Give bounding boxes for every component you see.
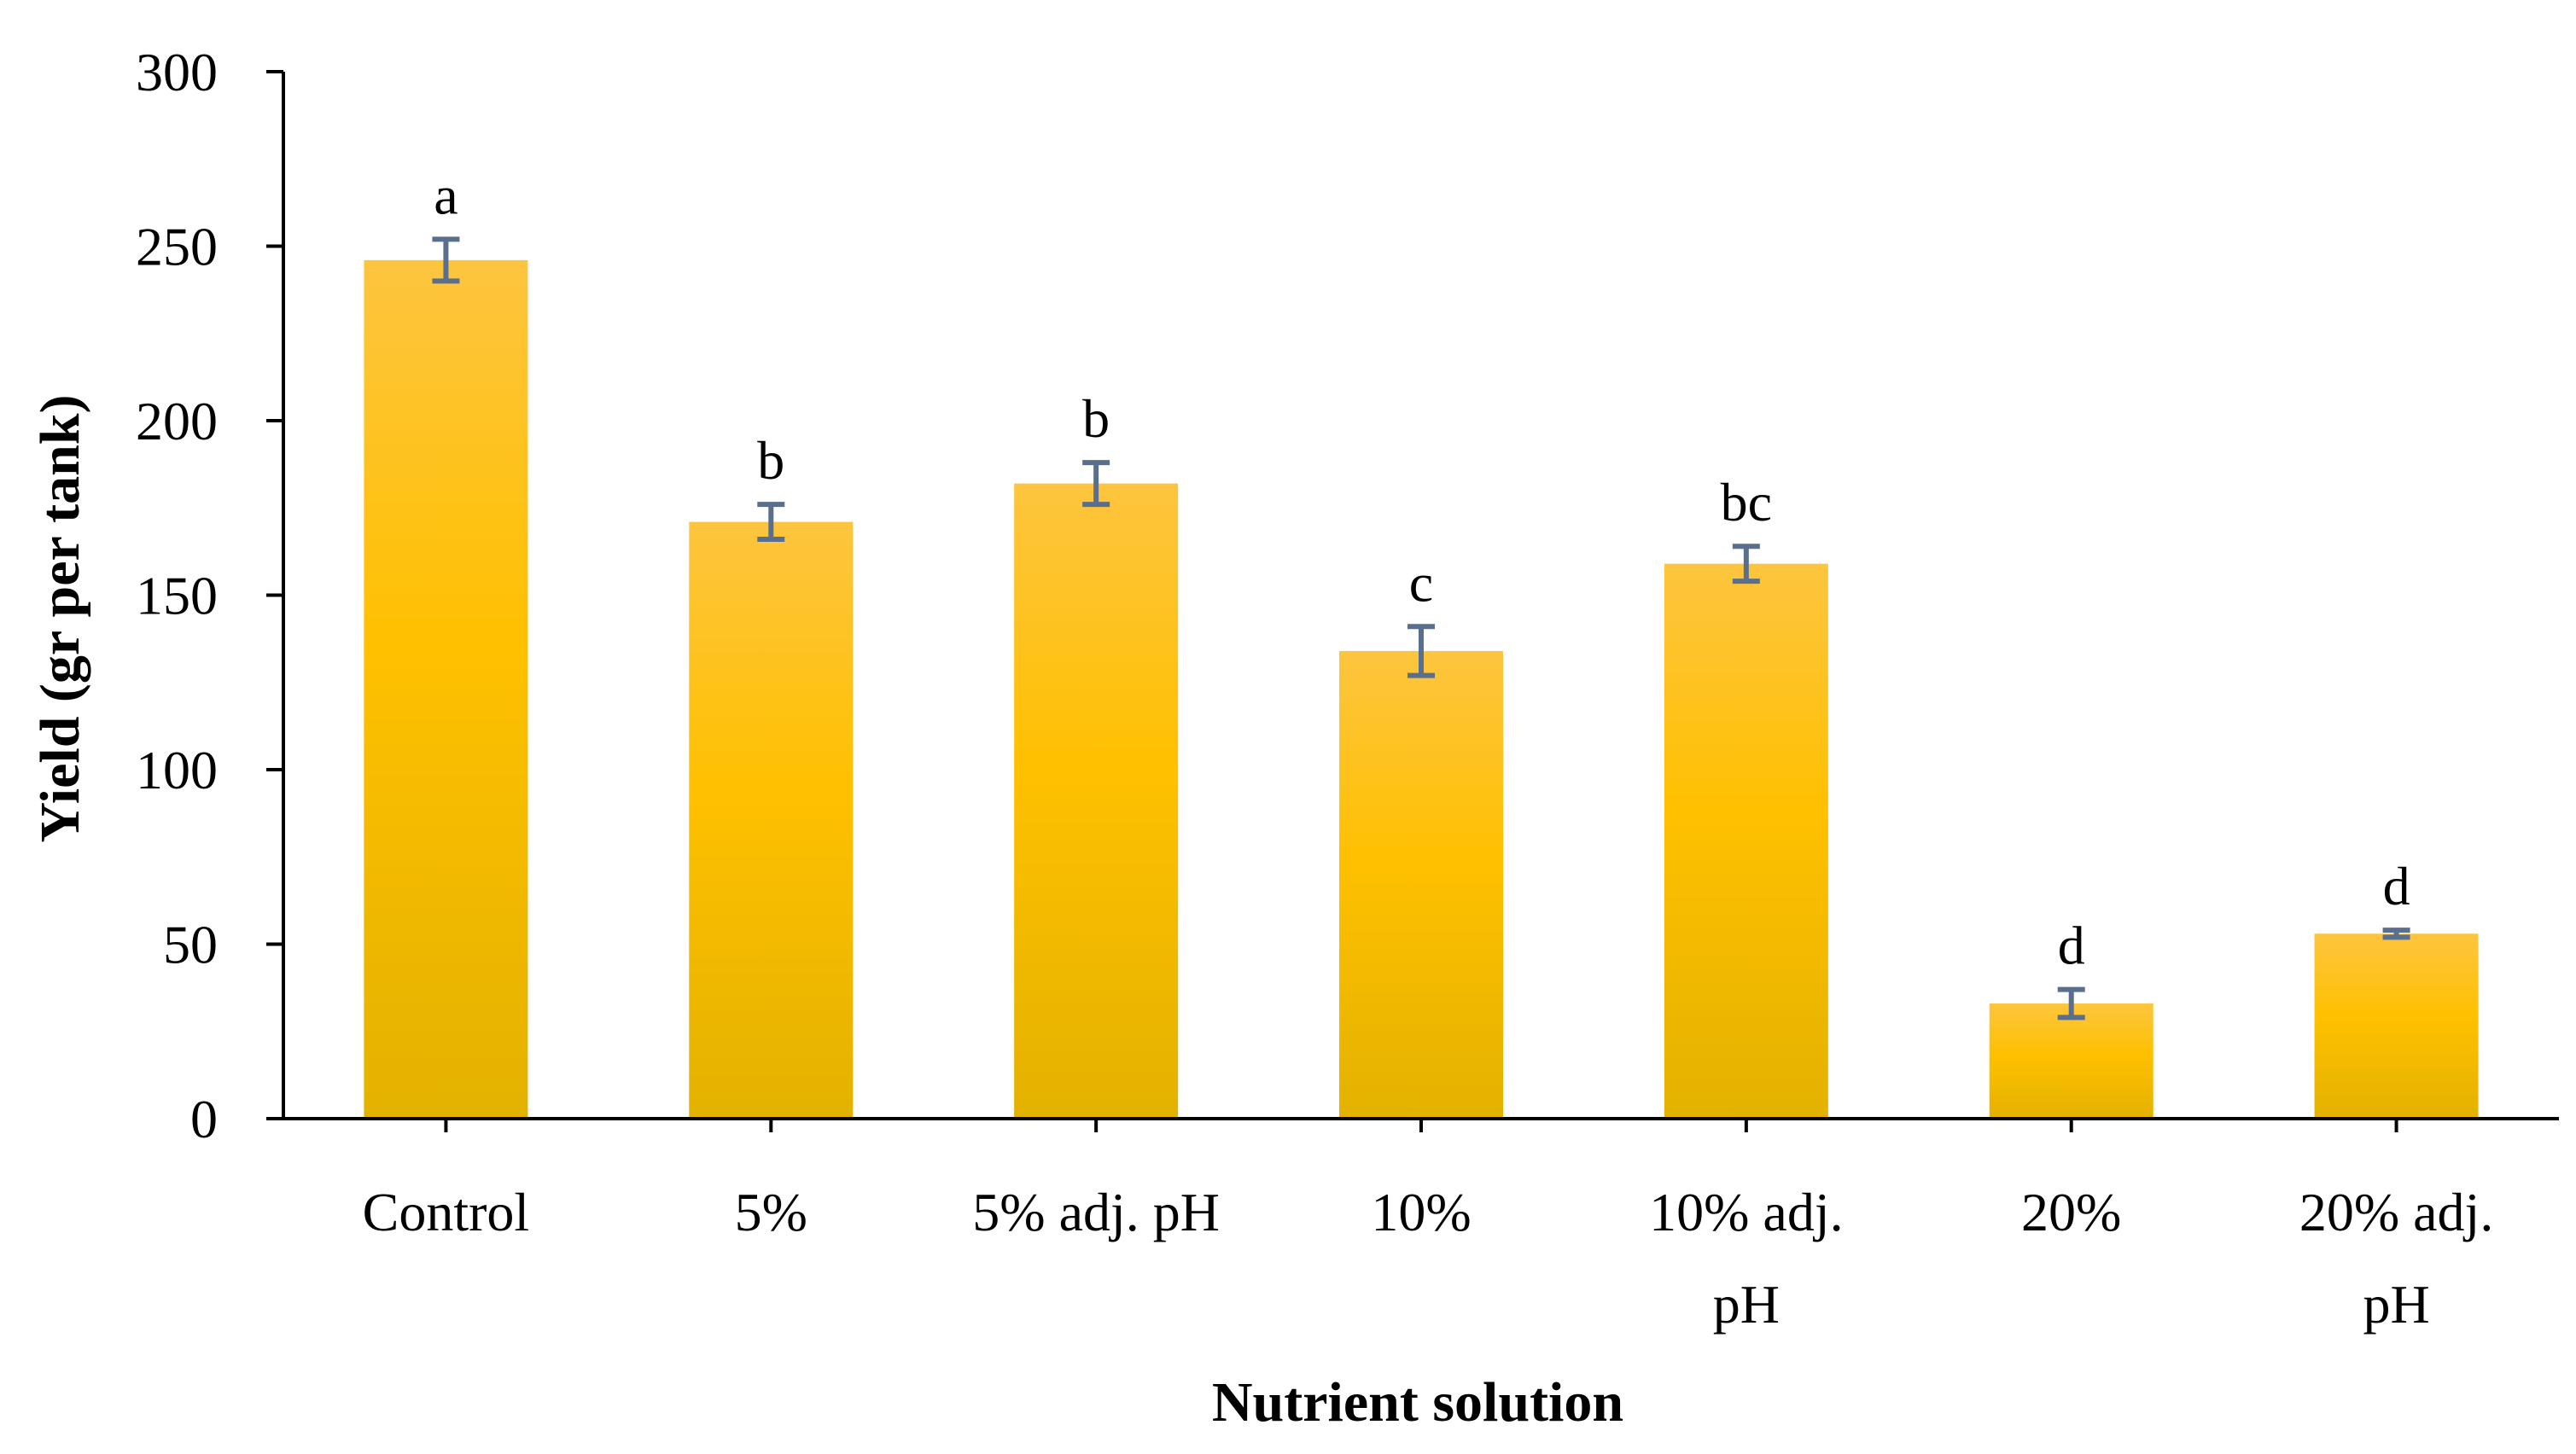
x-tick-label: 5% xyxy=(735,1182,807,1242)
error-bar xyxy=(432,236,460,284)
y-tick-label: 200 xyxy=(136,391,218,451)
y-tick-label: 150 xyxy=(136,566,218,626)
bar xyxy=(689,521,854,1119)
significance-label: bc xyxy=(1721,472,1772,532)
bar xyxy=(1339,650,1503,1119)
error-bar xyxy=(1407,624,1435,678)
y-tick-label: 250 xyxy=(136,217,218,277)
error-bar xyxy=(1732,544,1760,585)
x-tick-label: 10% adj. pH xyxy=(1649,1182,1844,1335)
x-tick-label: 20% xyxy=(2021,1182,2121,1242)
bar xyxy=(1664,563,1828,1119)
x-axis-title: Nutrient solution xyxy=(1212,1371,1623,1434)
error-bar xyxy=(1082,460,1110,508)
y-tick-label: 50 xyxy=(163,915,218,975)
y-tick-label: 100 xyxy=(136,740,218,800)
error-bar xyxy=(2382,928,2410,940)
y-tick-label: 0 xyxy=(190,1089,218,1149)
x-tick-label: 5% adj. pH xyxy=(972,1182,1220,1242)
bar xyxy=(1014,483,1179,1119)
bar xyxy=(1989,1003,2153,1119)
significance-label: a xyxy=(434,165,458,225)
x-tick-label: 10% xyxy=(1371,1182,1471,1242)
significance-label: b xyxy=(757,430,784,491)
y-axis-title: Yield (gr per tank) xyxy=(29,395,91,843)
y-tick-label: 300 xyxy=(136,42,218,102)
significance-label: d xyxy=(2058,916,2085,976)
error-bar xyxy=(2057,986,2085,1021)
bars xyxy=(364,259,2479,1119)
significance-label: b xyxy=(1082,388,1110,449)
bar xyxy=(364,259,528,1119)
x-tick-label: 20% adj. pH xyxy=(2299,1182,2494,1335)
significance-label: d xyxy=(2383,856,2410,916)
x-tick-label: Control xyxy=(363,1182,530,1242)
error-bar xyxy=(757,502,785,543)
bar xyxy=(2314,933,2479,1119)
error-bars xyxy=(432,236,2410,1021)
y-axis-ticks: 0 50 100 150 200 250 300 xyxy=(136,42,283,1149)
significance-label: c xyxy=(1409,552,1433,613)
x-axis-categories: Control 5% 5% adj. pH 10% 10% adj. pH 20% 20% a… xyxy=(363,1182,2494,1335)
